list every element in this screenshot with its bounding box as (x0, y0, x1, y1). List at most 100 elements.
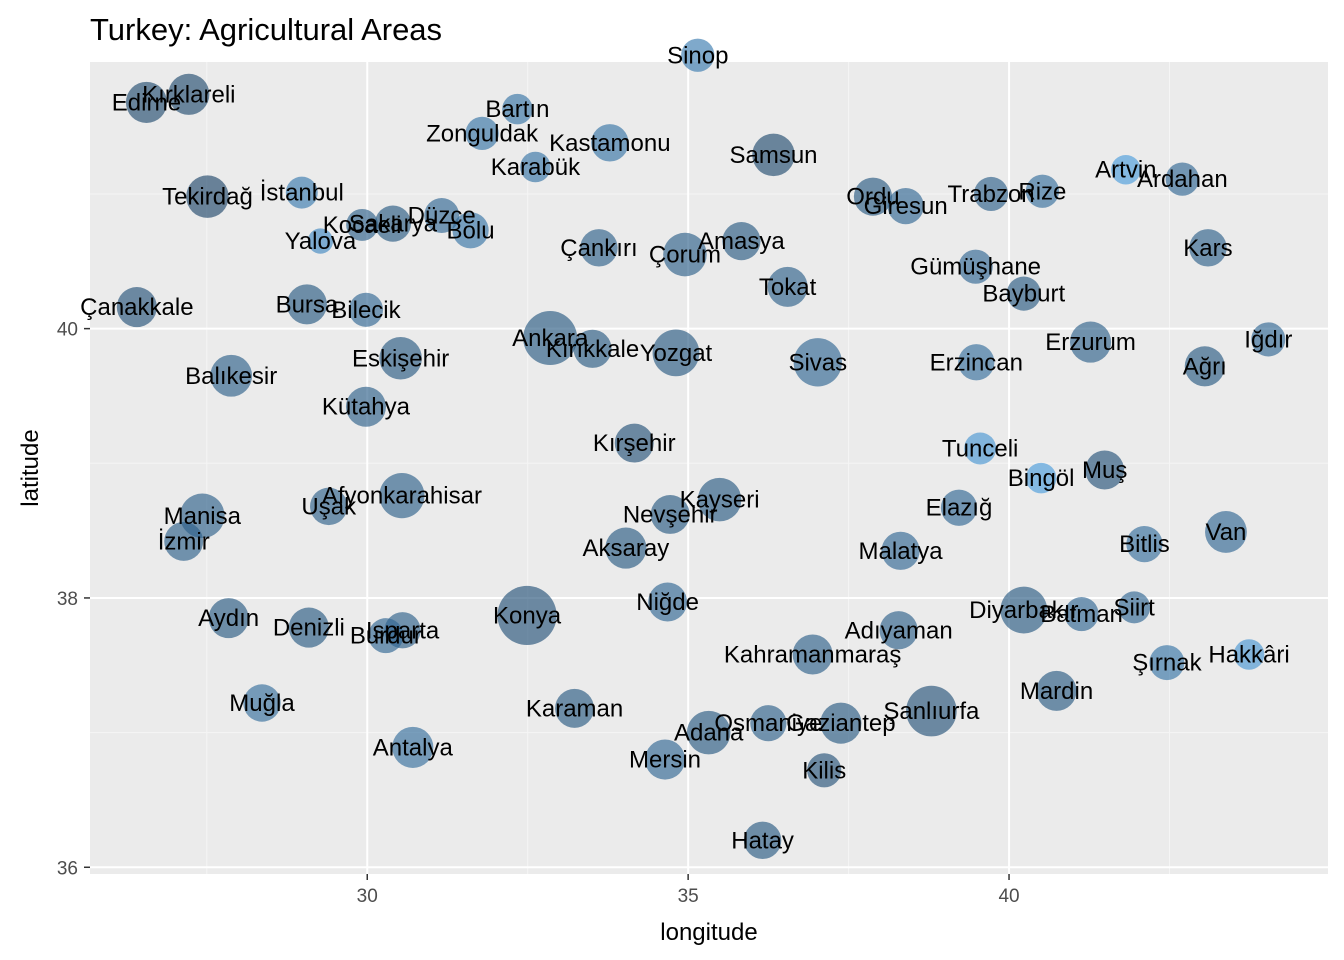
bubble (767, 266, 808, 307)
point-label: Bingöl (1008, 465, 1075, 492)
point-label: Konya (493, 602, 562, 629)
bubble (743, 821, 782, 860)
point-label: Erzurum (1045, 329, 1136, 356)
bubble (650, 494, 690, 534)
point-label: Sivas (788, 349, 847, 376)
bubble (285, 176, 318, 209)
point-label: Bilecik (331, 297, 401, 324)
point-label: İstanbul (260, 180, 344, 207)
bubble (807, 753, 842, 788)
bubble (125, 81, 168, 123)
bubble (523, 311, 578, 366)
point-label: Muş (1082, 457, 1127, 484)
point-label: Artvin (1095, 157, 1156, 184)
point-label: Antalya (373, 734, 454, 761)
point-label: Uşak (301, 493, 357, 520)
bubble (645, 739, 686, 780)
bubble (497, 585, 557, 646)
bubble (793, 338, 842, 387)
point-label: Batman (1040, 601, 1123, 628)
bubble (1233, 639, 1265, 670)
point-label: Eskişehir (352, 345, 449, 372)
bubble (958, 344, 995, 381)
bubble (1149, 645, 1185, 681)
point-label: Bartın (485, 96, 549, 123)
point-label: Kahramanmaraş (724, 642, 901, 669)
point-label: Karaman (526, 695, 623, 722)
bubble (208, 598, 249, 639)
point-label: Kütahya (322, 394, 411, 421)
point-label: Muğla (229, 690, 295, 717)
y-tick-label: 36 (57, 858, 78, 879)
bubble (686, 710, 731, 755)
bubble (452, 212, 489, 249)
bubble (310, 487, 348, 526)
point-label: Ağrı (1183, 353, 1227, 380)
bubble (168, 73, 210, 115)
bubble (1036, 670, 1077, 711)
bubble (116, 287, 157, 328)
point-label: Kars (1183, 235, 1232, 262)
point-label: Bayburt (982, 281, 1065, 308)
point-label: Malatya (859, 538, 944, 565)
point-label: Siirt (1114, 594, 1156, 621)
point-label: Gaziantep (786, 710, 895, 737)
point-label: Tokat (759, 274, 817, 301)
point-label: Yozgat (640, 340, 713, 367)
point-label: Balıkesir (185, 363, 277, 390)
point-label: Trabzon (947, 181, 1034, 208)
point-label: Kırklareli (142, 81, 235, 108)
bubble (1064, 597, 1099, 632)
bubble (964, 432, 997, 465)
bubble (502, 93, 533, 125)
bubble (887, 187, 924, 225)
bubble (465, 116, 499, 151)
bubble (792, 634, 833, 675)
x-tick-label: 35 (678, 886, 699, 907)
bubble (663, 232, 707, 277)
point-label: Bitlis (1119, 531, 1170, 558)
bubble (286, 284, 327, 325)
x-tick-label: 40 (998, 886, 1019, 907)
bubble (853, 177, 893, 216)
point-label: Ankara (512, 325, 589, 352)
point-label: Kırşehir (593, 430, 676, 457)
bubble (1000, 586, 1048, 634)
bubble (973, 176, 1009, 212)
point-label: Samsun (729, 142, 817, 169)
point-label: Hatay (731, 827, 794, 854)
point-label: Isparta (366, 617, 440, 644)
point-label: Nevşehir (623, 501, 718, 528)
point-label: Van (1205, 519, 1246, 546)
bubble (1111, 154, 1141, 185)
point-label: Sinop (667, 42, 728, 69)
bubble (1069, 321, 1112, 363)
bubble (1189, 229, 1227, 267)
bubble (940, 489, 978, 526)
bubble (697, 477, 742, 522)
x-axis-title: longitude (660, 919, 757, 946)
point-label: Burdur (350, 623, 422, 650)
point-label: Hakkâri (1208, 642, 1289, 669)
bubble (573, 329, 612, 368)
point-label: Iğdır (1244, 326, 1292, 353)
bubble (820, 702, 862, 744)
bubble (1085, 450, 1125, 490)
point-label: Kastamonu (549, 130, 670, 157)
bubble (881, 531, 920, 570)
point-label: Şırnak (1132, 650, 1202, 677)
bubble (520, 151, 551, 183)
bubble (681, 38, 715, 72)
y-tick-label: 40 (57, 320, 78, 341)
x-axis: 30 35 40 (357, 874, 1020, 907)
bubble (722, 222, 761, 261)
bubble (958, 249, 993, 284)
bubble (648, 582, 688, 622)
point-label: Gümüşhane (910, 254, 1041, 281)
point-label: Şanlıurfa (883, 698, 980, 725)
point-label: Denizli (273, 615, 345, 642)
bubble (368, 618, 404, 654)
bubble (243, 684, 281, 722)
point-label: Rize (1018, 178, 1066, 205)
